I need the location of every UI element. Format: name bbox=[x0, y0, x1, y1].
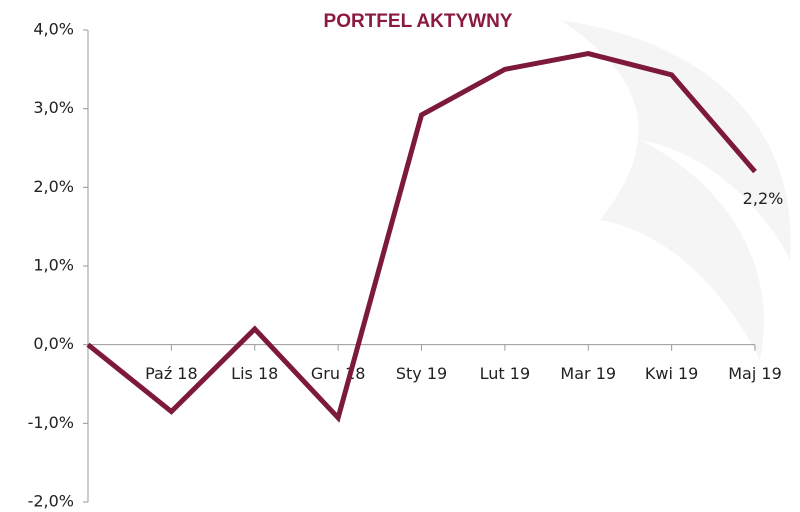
x-tick-label: Mar 19 bbox=[560, 364, 616, 383]
watermark bbox=[560, 20, 791, 360]
line-series bbox=[86, 51, 757, 423]
y-tick-label: 0,0% bbox=[33, 334, 74, 353]
data-label: 2,2% bbox=[743, 189, 784, 208]
x-tick-label: Maj 19 bbox=[728, 364, 782, 383]
y-tick-label: -2,0% bbox=[28, 492, 74, 511]
x-tick-label: Paź 18 bbox=[145, 364, 198, 383]
y-tick-label: 3,0% bbox=[33, 98, 74, 117]
x-tick-label: Gru 18 bbox=[311, 364, 366, 383]
y-tick-label: -1,0% bbox=[28, 413, 74, 432]
x-tick-label: Lis 18 bbox=[231, 364, 278, 383]
y-tick-label: 4,0% bbox=[33, 20, 74, 39]
y-tick-label: 1,0% bbox=[33, 256, 74, 275]
x-tick-label: Kwi 19 bbox=[645, 364, 698, 383]
chart-title: PORTFEL AKTYWNY bbox=[324, 11, 513, 32]
x-tick-label: Lut 19 bbox=[480, 364, 531, 383]
x-tick-label: Sty 19 bbox=[396, 364, 447, 383]
y-tick-label: 2,0% bbox=[33, 177, 74, 196]
